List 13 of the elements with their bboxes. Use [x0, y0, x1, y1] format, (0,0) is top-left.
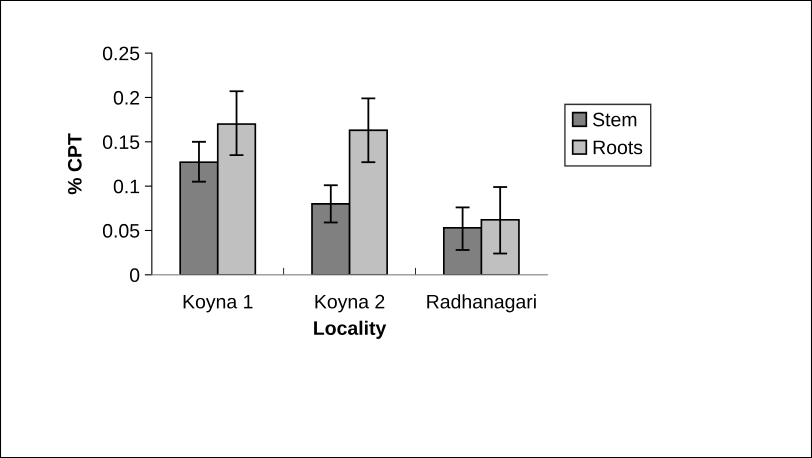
y-tick-label: 0.15 [102, 135, 140, 150]
x-tick-label: Koyna 2 [315, 294, 384, 312]
y-tick-label: 0.05 [102, 224, 140, 238]
legend-label: Stem [593, 112, 636, 126]
y-axis-title: % CPT [68, 133, 82, 194]
y-tick-label: 0.1 [114, 180, 140, 194]
x-tick-label: Koyna 1 [184, 294, 252, 312]
x-axis-title: Locality [314, 320, 386, 339]
x-tick-label: Radhanagari [427, 294, 536, 312]
y-tick-label: 0.2 [114, 90, 140, 105]
y-tick-label: 0.25 [102, 46, 140, 60]
legend-label: Roots [594, 140, 642, 154]
y-tick-label: 0 [130, 268, 140, 282]
